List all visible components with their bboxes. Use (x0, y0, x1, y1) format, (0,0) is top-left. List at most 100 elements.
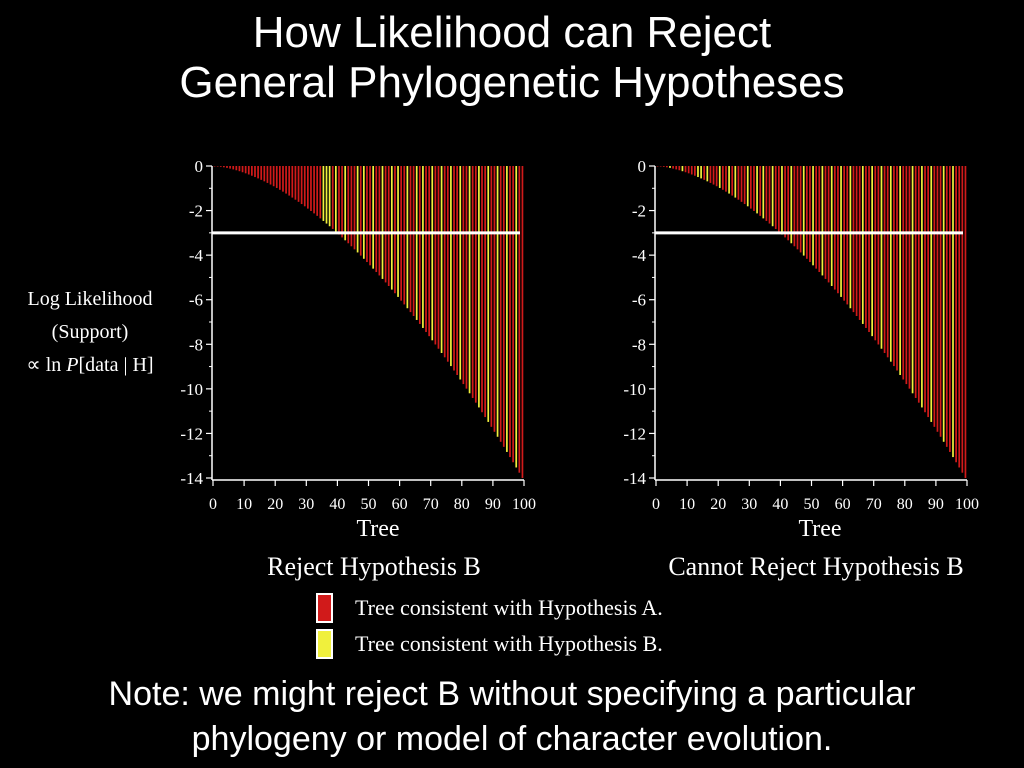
bar-hypothesis-a (893, 166, 895, 367)
bar-hypothesis-a (690, 166, 693, 175)
proportional-symbol: ∝ ln (26, 354, 67, 376)
bar-hypothesis-a (387, 166, 390, 286)
bar-hypothesis-a (428, 166, 430, 337)
bar-hypothesis-a (815, 166, 818, 269)
bar-hypothesis-a (251, 166, 253, 176)
bar-hypothesis-a (805, 166, 808, 259)
bar-hypothesis-a (684, 166, 687, 173)
bar-hypothesis-a (359, 166, 362, 256)
x-tick-label: 40 (329, 496, 345, 513)
bar-hypothesis-a (924, 166, 926, 413)
bar-hypothesis-a (964, 166, 967, 478)
right-chart: 0 -2 -4 -6 -8 -10 -12 -14 0 10 20 30 40 50 60 70 80 90 100… (623, 157, 979, 542)
bar-hypothesis-a (731, 166, 734, 196)
bar-hypothesis-a (908, 166, 911, 389)
bar-hypothesis-b (450, 166, 452, 367)
bar-hypothesis-a (297, 166, 300, 202)
bar-hypothesis-b (781, 166, 783, 235)
bar-hypothesis-b (390, 166, 393, 290)
x-tick-label: 90 (928, 496, 944, 513)
bar-hypothesis-a (809, 166, 811, 263)
left-chart: 0 -2 -4 -6 -8 -10 -12 -14 0 10 20 30 40 50 60 70 80 90 100… (180, 157, 536, 542)
bar-hypothesis-b (334, 166, 337, 232)
bar-hypothesis-a (787, 166, 790, 241)
bar-hypothesis-a (341, 166, 343, 238)
bar-hypothesis-a (241, 166, 244, 173)
bar-hypothesis-a (750, 166, 752, 209)
x-tick-label: 40 (772, 496, 788, 513)
bar-hypothesis-b (880, 166, 883, 349)
bar-hypothesis-b (821, 166, 824, 276)
y-tick-label: -8 (632, 335, 646, 354)
bar-hypothesis-a (799, 166, 802, 253)
bar-hypothesis-a (266, 166, 269, 183)
y-axis-label: Log Likelihood (Support) ∝ ln P[data | H… (0, 283, 180, 382)
legend-label-hypothesis-a: Tree consistent with Hypothesis A. (355, 595, 663, 620)
bar-hypothesis-a (818, 166, 821, 273)
bar-hypothesis-a (743, 166, 746, 205)
bar-hypothesis-a (672, 166, 674, 169)
bar-hypothesis-b (506, 166, 508, 452)
bar-hypothesis-b (328, 166, 331, 227)
bar-hypothesis-a (331, 166, 334, 229)
bar-hypothesis-a (238, 166, 241, 172)
bar-hypothesis-b (812, 166, 814, 266)
bar-hypothesis-a (659, 166, 662, 167)
bar-hypothesis-b (706, 166, 709, 182)
x-tick-label: 30 (741, 496, 757, 513)
bar-hypothesis-a (272, 166, 275, 187)
bar-hypothesis-a (722, 166, 724, 190)
bar-hypothesis-a (291, 166, 294, 198)
bar-hypothesis-a (313, 166, 315, 214)
bar-hypothesis-a (777, 166, 780, 232)
x-tick-label: 60 (835, 496, 851, 513)
probability-symbol: P (66, 354, 79, 376)
bar-hypothesis-a (418, 166, 421, 324)
bar-hypothesis-a (774, 166, 777, 229)
bar-hypothesis-a (865, 166, 867, 328)
x-axis-label: Tree (356, 516, 399, 542)
bar-hypothesis-a (905, 166, 908, 385)
x-tick-label: 50 (361, 496, 377, 513)
x-tick-label: 70 (866, 496, 882, 513)
bar-hypothesis-b (849, 166, 852, 309)
y-tick-label: -10 (623, 380, 646, 399)
bar-hypothesis-b (930, 166, 933, 422)
bar-hypothesis-b (406, 166, 409, 309)
bar-hypothesis-a (675, 166, 678, 170)
right-chart-caption: Cannot Reject Hypothesis B (668, 552, 964, 581)
bar-hypothesis-a (837, 166, 839, 294)
bar-hypothesis-a (709, 166, 712, 183)
bar-hypothesis-a (257, 166, 259, 179)
x-tick-label: 20 (710, 496, 726, 513)
bar-hypothesis-b (372, 166, 375, 269)
bar-hypothesis-a (793, 166, 796, 247)
bar-hypothesis-a (219, 166, 222, 167)
bar-hypothesis-a (244, 166, 247, 174)
bar-hypothesis-b (889, 166, 892, 362)
y-tick-label: 0 (638, 157, 647, 176)
bar-hypothesis-a (725, 166, 727, 192)
bar-hypothesis-a (824, 166, 827, 279)
x-tick-label: 100 (955, 496, 979, 513)
bar-hypothesis-a (715, 166, 718, 187)
bar-hypothesis-a (933, 166, 936, 427)
bar-hypothesis-a (303, 166, 306, 207)
bar-hypothesis-a (490, 166, 493, 427)
bar-hypothesis-a (446, 166, 449, 362)
bar-hypothesis-a (958, 166, 961, 468)
bar-hypothesis-a (874, 166, 877, 341)
bar-hypothesis-a (502, 166, 505, 447)
bar-hypothesis-a (737, 166, 740, 200)
bar-hypothesis-a (768, 166, 771, 224)
note-text: Note: we might reject B without specifyi… (0, 672, 1024, 762)
bar-hypothesis-b (771, 166, 774, 227)
bar-hypothesis-a (493, 166, 496, 432)
bar-hypothesis-a (687, 166, 690, 174)
bar-hypothesis-a (499, 166, 502, 442)
bar-hypothesis-b (496, 166, 499, 437)
bar-hypothesis-a (753, 166, 755, 211)
bar-hypothesis-a (338, 166, 340, 235)
bar-hypothesis-a (852, 166, 855, 313)
left-chart-caption: Reject Hypothesis B (267, 552, 481, 581)
